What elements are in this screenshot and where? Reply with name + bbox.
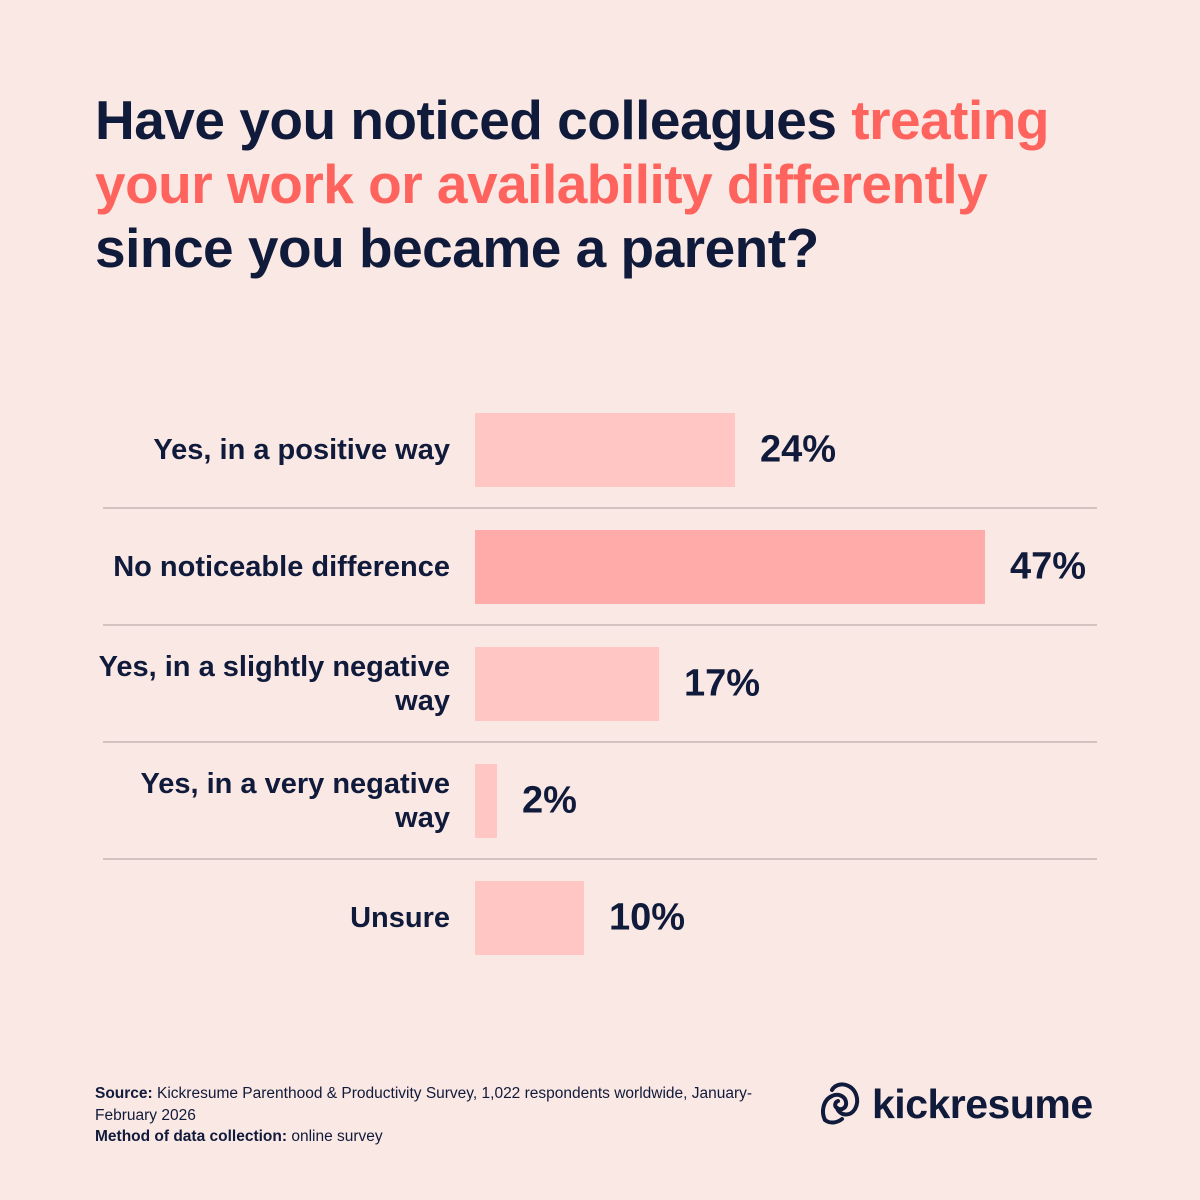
bar-row: Yes, in a very negative way 2%: [0, 742, 1200, 859]
title-part-2: since you became a parent?: [95, 217, 819, 279]
logo-text: kickresume: [872, 1080, 1093, 1127]
kickresume-logo-icon: [821, 1082, 860, 1125]
footer-note: Source: Kickresume Parenthood & Producti…: [95, 1083, 775, 1148]
source-line: Source: Kickresume Parenthood & Producti…: [95, 1083, 775, 1126]
category-label: Yes, in a very negative way: [140, 767, 450, 834]
source-label: Source:: [95, 1085, 153, 1102]
row-divider: [103, 858, 1097, 860]
source-text: Kickresume Parenthood & Productivity Sur…: [95, 1085, 753, 1124]
bar-value-label: 24%: [760, 428, 837, 470]
row-divider: [103, 741, 1097, 743]
bar-value-label: 10%: [609, 896, 686, 938]
title-highlight: treating your work or availability diffe…: [95, 89, 1049, 215]
bar-value-label: 17%: [684, 662, 761, 704]
method-label: Method of data collection:: [95, 1128, 288, 1145]
chart-title: Have you noticed colleagues treating you…: [95, 88, 1095, 280]
row-divider: [103, 624, 1097, 626]
category-label: No noticeable difference: [113, 550, 450, 583]
bar-value-label: 47%: [1010, 545, 1087, 587]
method-line: Method of data collection: online survey: [95, 1126, 775, 1148]
bar-row: Yes, in a positive way 24%: [0, 391, 1200, 508]
bar: [475, 880, 584, 955]
title-part-1: Have you noticed colleagues: [95, 89, 852, 151]
bar-row: Unsure 10%: [0, 859, 1200, 976]
row-divider: [103, 507, 1097, 509]
category-label: Yes, in a positive way: [153, 433, 450, 466]
bar: [475, 412, 735, 487]
bar-row: No noticeable difference 47%: [0, 508, 1200, 625]
kickresume-logo: kickresume: [820, 1078, 1093, 1130]
bar-value-label: 2%: [522, 779, 577, 821]
category-label: Yes, in a slightly negative way: [98, 650, 450, 717]
bar-row: Yes, in a slightly negative way 17%: [0, 625, 1200, 742]
bar: [475, 763, 497, 838]
category-label: Unsure: [350, 901, 450, 934]
method-text: online survey: [287, 1128, 383, 1145]
bar: [475, 529, 985, 604]
bar: [475, 646, 659, 721]
